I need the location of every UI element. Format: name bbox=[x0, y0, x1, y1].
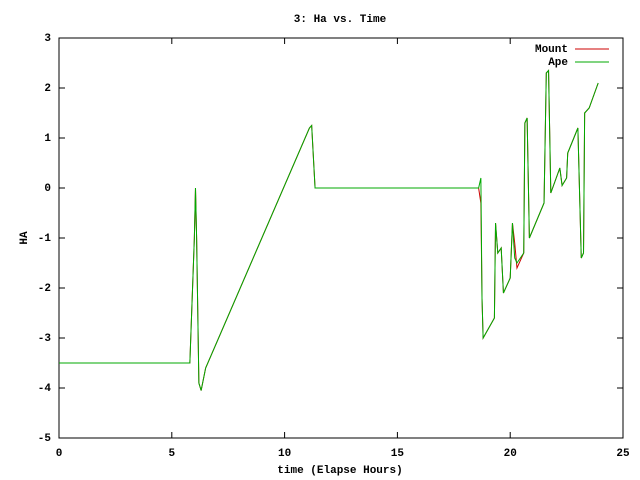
y-tick-label: 2 bbox=[44, 83, 51, 95]
y-tick-label: 3 bbox=[44, 33, 51, 45]
x-tick-label: 10 bbox=[278, 448, 291, 460]
x-axis-label: time (Elapse Hours) bbox=[277, 465, 402, 477]
y-axis-label: HA bbox=[19, 231, 31, 245]
x-tick-label: 25 bbox=[616, 448, 630, 460]
x-tick-label: 0 bbox=[56, 448, 63, 460]
y-tick-label: -4 bbox=[38, 383, 52, 395]
x-tick-label: 20 bbox=[504, 448, 517, 460]
y-tick-label: -5 bbox=[38, 433, 52, 445]
y-tick-label: -2 bbox=[38, 283, 51, 295]
legend-label: Ape bbox=[548, 57, 568, 69]
x-tick-label: 15 bbox=[391, 448, 405, 460]
chart-title: 3: Ha vs. Time bbox=[294, 14, 387, 26]
y-tick-label: -3 bbox=[38, 333, 52, 345]
y-tick-label: 1 bbox=[44, 133, 51, 145]
y-tick-label: 0 bbox=[44, 183, 51, 195]
x-tick-label: 5 bbox=[168, 448, 175, 460]
y-tick-label: -1 bbox=[38, 233, 52, 245]
data-line bbox=[59, 69, 599, 391]
legend-label: Mount bbox=[535, 44, 568, 56]
